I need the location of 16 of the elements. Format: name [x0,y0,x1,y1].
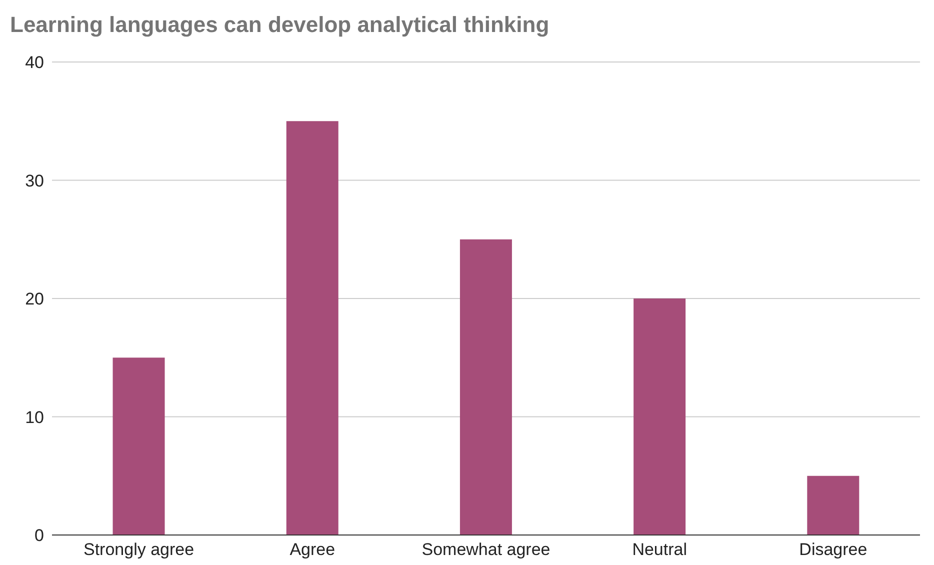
bar [286,121,338,535]
x-tick-label: Neutral [632,540,688,560]
x-tick-label: Agree [290,540,336,560]
x-tick-label: Somewhat agree [422,540,550,560]
x-tick-label: Disagree [799,540,868,560]
bar [112,358,165,535]
y-tick-label: 40 [25,53,44,72]
y-tick-label: 10 [25,408,44,427]
y-tick-label: 30 [25,171,44,190]
x-tick-label: Strongly agree [84,540,194,560]
y-tick-label: 20 [25,290,44,309]
y-tick-label: 0 [34,526,44,546]
bar [807,476,860,535]
bar [634,298,686,535]
chart-title: Learning languages can develop analytical thinking [9,11,550,39]
bar [460,239,512,535]
